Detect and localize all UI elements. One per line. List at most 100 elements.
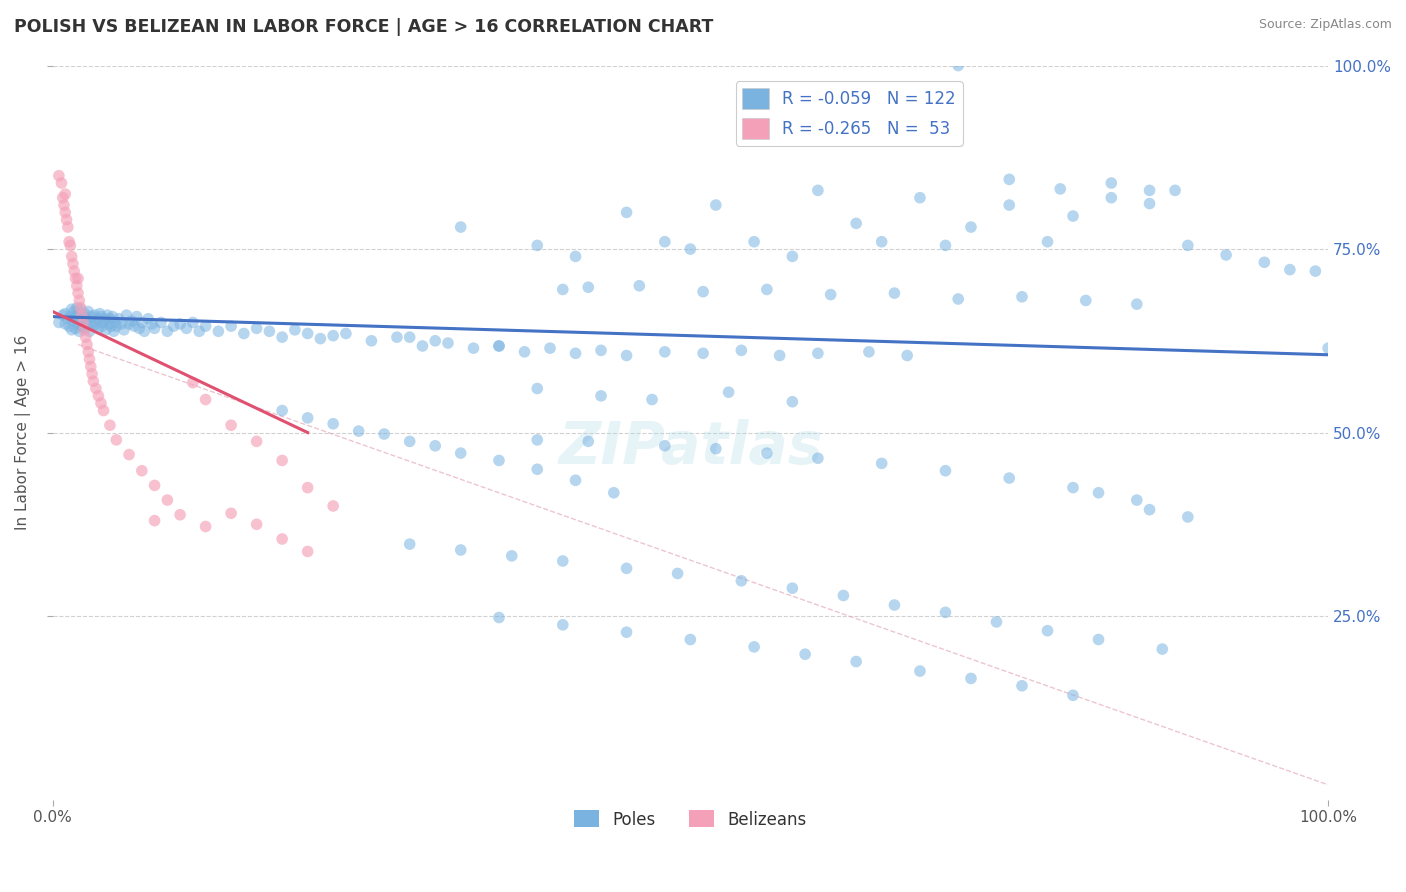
Point [948,292,970,306]
Point [194,319,217,334]
Point [98,418,121,433]
Point [730,574,752,588]
Point [65,310,87,324]
Point [80,316,103,330]
Point [163,319,186,334]
Point [450,543,472,558]
Point [143,321,166,335]
Point [194,392,217,407]
Point [53,317,76,331]
Point [87,389,110,403]
Point [616,205,638,219]
Point [67,308,90,322]
Point [832,589,855,603]
Point [1087,485,1109,500]
Point [526,462,548,476]
Point [998,198,1021,212]
Point [692,346,714,360]
Point [141,317,163,331]
Point [960,672,983,686]
Point [60,323,83,337]
Point [807,346,830,360]
Point [72,316,94,330]
Point [86,311,108,326]
Point [79,352,101,367]
Point [48,169,70,183]
Point [53,187,76,202]
Point [97,317,120,331]
Point [156,324,179,338]
Point [564,346,586,360]
Point [108,311,131,326]
Point [1011,290,1033,304]
Point [194,519,217,533]
Point [883,286,905,301]
Point [1305,264,1327,278]
Point [90,310,112,324]
Point [207,324,229,338]
Point [93,316,115,330]
Point [67,286,90,301]
Point [1087,632,1109,647]
Point [742,640,765,654]
Point [91,319,114,334]
Point [1177,510,1199,524]
Point [297,410,319,425]
Point [616,625,638,640]
Point [679,242,702,256]
Point [51,176,73,190]
Point [576,434,599,449]
Point [87,321,110,335]
Point [67,271,90,285]
Point [654,344,676,359]
Point [67,324,90,338]
Point [450,446,472,460]
Point [755,282,778,296]
Point [488,339,510,353]
Point [67,317,90,331]
Point [52,308,75,322]
Point [1062,209,1084,223]
Point [63,264,86,278]
Point [176,321,198,335]
Point [385,330,408,344]
Point [246,434,269,449]
Point [1164,183,1187,197]
Point [1011,679,1033,693]
Point [437,336,460,351]
Point [858,344,880,359]
Point [589,343,612,358]
Point [69,314,91,328]
Point [1139,196,1161,211]
Point [84,382,107,396]
Point [742,235,765,249]
Point [1062,481,1084,495]
Point [75,330,97,344]
Point [53,205,76,219]
Point [1036,624,1059,638]
Point [425,334,447,348]
Point [768,349,790,363]
Point [125,310,148,324]
Point [1139,183,1161,197]
Point [564,249,586,263]
Point [1062,688,1084,702]
Point [755,446,778,460]
Point [488,339,510,353]
Point [181,376,204,390]
Point [181,316,204,330]
Point [131,316,153,330]
Point [322,499,344,513]
Point [98,311,121,326]
Point [896,349,918,363]
Point [84,317,107,331]
Point [960,220,983,235]
Point [654,439,676,453]
Point [782,581,804,595]
Point [551,554,574,568]
Point [564,473,586,487]
Point [134,324,156,338]
Point [65,271,87,285]
Point [53,307,76,321]
Point [807,451,830,466]
